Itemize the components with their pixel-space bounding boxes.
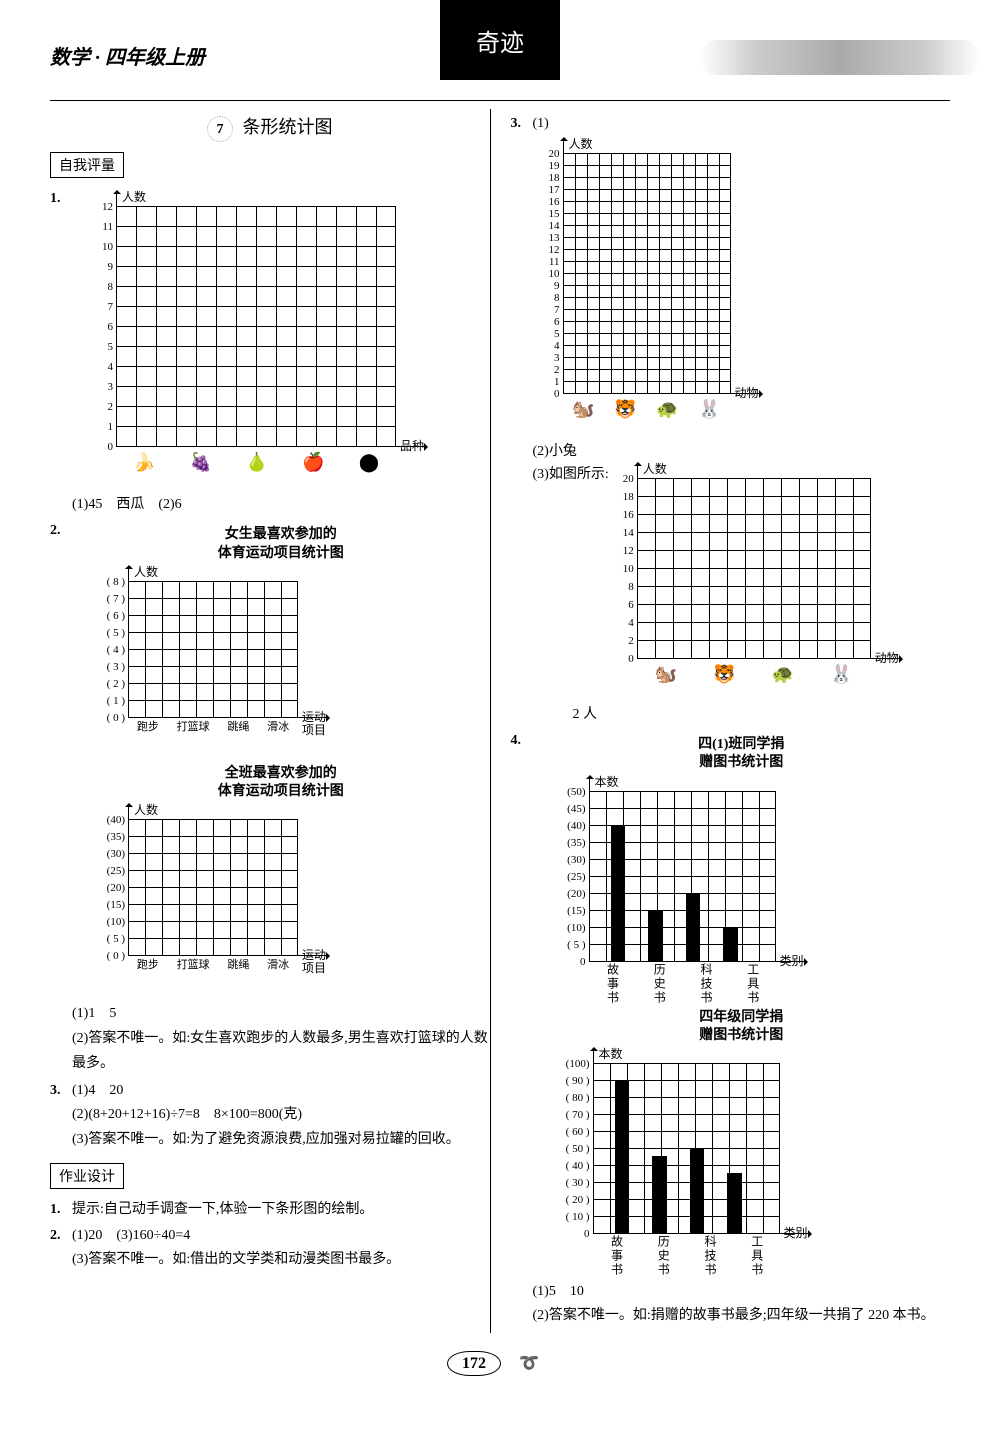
hw2: 2. (1)20 (3)160÷40=4 (3)答案不唯一。如:借出的文学类和动… [50,1225,490,1273]
footer-deco: ➰ [505,1352,553,1375]
page-number: 172 [447,1351,501,1376]
r-q3-after: 2 人 [573,704,951,726]
q1: 1. 1211109876543210人数品种🍌🍇🍐🍎⬤ (1)45 西瓜 (2… [50,188,490,516]
q3-b: (2)(8+20+12+16)÷7=8 8×100=800(克) [72,1102,490,1127]
q3-num: 3. [50,1080,72,1153]
self-eval-label: 自我评量 [50,152,124,178]
hw1-num: 1. [50,1199,72,1221]
hw1: 1. 提示:自己动手调查一下,体验一下条形图的绘制。 [50,1199,490,1221]
r-q4-chart2: (100)( 90 )( 80 )( 70 )( 60 )( 50 )( 40 … [553,1049,951,1273]
r-q3-num: 3. [511,113,533,726]
hw1-text: 提示:自己动手调查一下,体验一下条形图的绘制。 [72,1199,490,1221]
right-column: 3. (1) 20191817161514131211109876543210人… [490,109,951,1333]
r-q4-num: 4. [511,730,533,1328]
r-q4-title2: 四年级同学捐 赠图书统计图 [533,1009,951,1045]
badge-text: 奇迹 [476,23,524,58]
section-heading: 7 条形统计图 [50,113,490,142]
q3-c: (3)答案不唯一。如:为了避免资源浪费,应加强对易拉罐的回收。 [72,1127,490,1152]
r-q4-ans1: (1)5 10 [533,1281,951,1303]
q2-title1: 女生最喜欢参加的 体育运动项目统计图 [72,526,490,562]
header-rule [50,100,950,101]
q1-answer: (1)45 西瓜 (2)6 [72,494,490,516]
q1-num: 1. [50,188,72,516]
footer: 172 ➰ [50,1353,950,1373]
q3-a: (1)4 20 [72,1080,490,1102]
header: 数学 · 四年级上册 奇迹 [50,20,950,90]
section-title: 条形统计图 [243,117,333,137]
hw2-b: (3)答案不唯一。如:借出的文学类和动漫类图书最多。 [72,1247,490,1272]
q2-chart2: (40)(35)(30)(25)(20)(15)(10)( 5 )( 0 )人数… [92,805,490,995]
hw2-num: 2. [50,1225,72,1273]
q2-ans2: (2)答案不唯一。如:女生喜欢跑步的人数最多,男生喜欢打篮球的人数最多。 [72,1026,490,1076]
r-q3-1-chart: 20191817161514131211109876543210人数动物🐿️🐯🐢… [543,139,951,433]
r-q4-chart1: (50)(45)(40)(35)(30)(25)(20)(15)(10)( 5 … [553,777,951,1001]
q2: 2. 女生最喜欢参加的 体育运动项目统计图 ( 8 )( 7 )( 6 )( 5… [50,520,490,1076]
r-q3-1-label: (1) [533,116,549,131]
r-q3-3-chart: 20181614121086420人数动物🐿️🐯🐢🐰 [613,464,921,698]
q2-num: 2. [50,520,72,1076]
r-q4: 4. 四(1)班同学捐 赠图书统计图 (50)(45)(40)(35)(30)(… [511,730,951,1328]
left-column: 7 条形统计图 自我评量 1. 1211109876543210人数品种🍌🍇🍐🍎… [50,109,490,1333]
page: 数学 · 四年级上册 奇迹 7 条形统计图 自我评量 1. 1211109876… [0,0,1000,1413]
q2-ans1: (1)1 5 [72,1003,490,1025]
q2-chart1: ( 8 )( 7 )( 6 )( 5 )( 4 )( 3 )( 2 )( 1 )… [92,567,490,757]
section-number: 7 [207,116,233,142]
q3: 3. (1)4 20 (2)(8+20+12+16)÷7=8 8×100=800… [50,1080,490,1153]
r-q4-ans2: (2)答案不唯一。如:捐赠的故事书最多;四年级一共捐了 220 本书。 [533,1303,951,1328]
q1-chart: 1211109876543210人数品种🍌🍇🍐🍎⬤ [92,192,490,486]
header-badge: 奇迹 [440,0,560,80]
columns: 7 条形统计图 自我评量 1. 1211109876543210人数品种🍌🍇🍐🍎… [50,109,950,1333]
hw2-a: (1)20 (3)160÷40=4 [72,1225,490,1247]
q2-title2: 全班最喜欢参加的 体育运动项目统计图 [72,765,490,801]
r-q3: 3. (1) 20191817161514131211109876543210人… [511,113,951,726]
r-q3-3-label: (3)如图所示: [533,464,609,486]
r-q4-title1: 四(1)班同学捐 赠图书统计图 [533,736,951,772]
homework-label: 作业设计 [50,1163,124,1189]
header-deco [700,40,980,75]
chapter-title: 数学 · 四年级上册 [50,41,205,70]
r-q3-2: (2)小兔 [533,441,951,463]
